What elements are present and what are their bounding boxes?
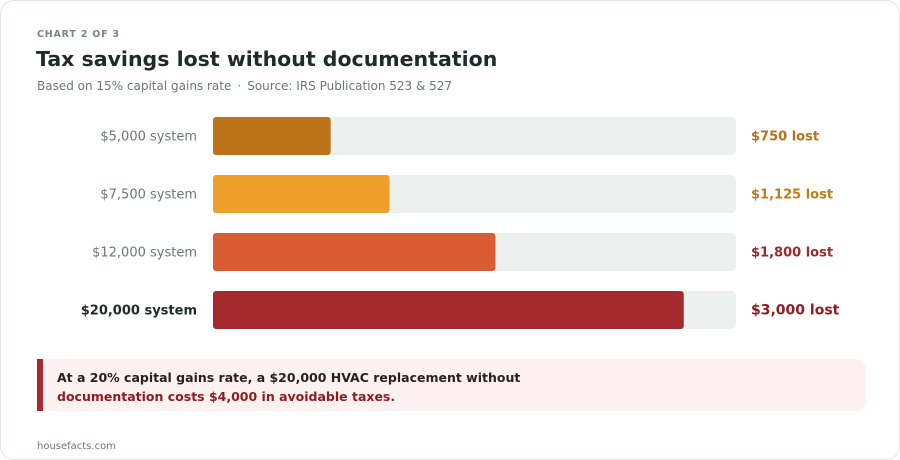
bar (213, 233, 496, 271)
bar (213, 117, 331, 155)
category-label: $12,000 system (92, 246, 197, 261)
chart-title: Tax savings lost without documentation (36, 47, 498, 71)
value-label: $1,125 lost (751, 188, 833, 203)
chart-counter: CHART 2 OF 3 (37, 29, 120, 40)
value-label: $1,800 lost (751, 246, 833, 261)
category-label: $7,500 system (100, 188, 197, 203)
bar-chart: $5,000 system $750 lost $7,500 system $1,12… (81, 117, 840, 329)
chart-subtitle: Based on 15% capital gains rate · Source: … (37, 79, 452, 93)
subtitle-source: Source: IRS Publication 523 & 527 (247, 79, 453, 93)
bar (213, 175, 390, 213)
subtitle-rate: Based on 15% capital gains rate (37, 79, 232, 93)
callout-line-2: documentation costs $4,000 in avoidable … (57, 389, 396, 404)
category-label: $20,000 system (81, 304, 197, 319)
key-takeaway-callout: At a 20% capital gains rate, a $20,000 H… (37, 359, 866, 411)
callout-line-1: At a 20% capital gains rate, a $20,000 H… (57, 370, 521, 385)
bar (213, 291, 684, 329)
bar-track (213, 117, 736, 155)
value-label: $3,000 lost (751, 303, 840, 319)
value-label: $750 lost (751, 130, 819, 145)
subtitle-separator: · (237, 79, 242, 93)
category-label: $5,000 system (100, 130, 197, 145)
footer-site: housefacts.com (37, 441, 116, 452)
